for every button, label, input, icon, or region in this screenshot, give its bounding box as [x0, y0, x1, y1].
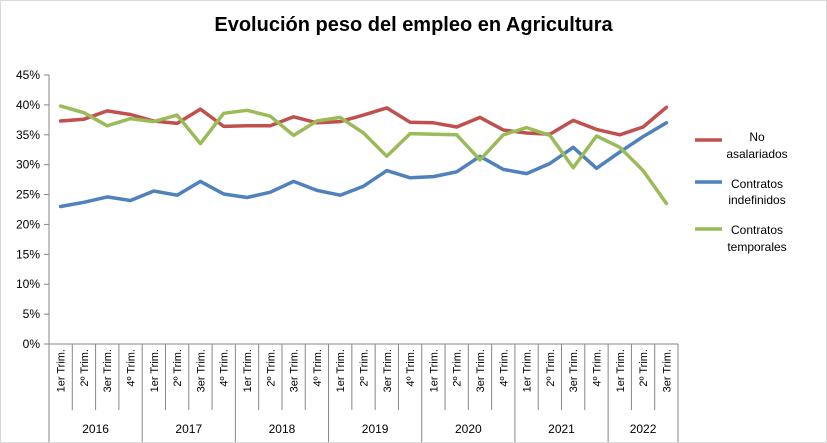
series-lines: [58, 104, 669, 209]
x-tick-label: 2º Trim.: [545, 349, 557, 387]
legend-label: indefinidos: [728, 193, 785, 207]
year-label: 2019: [362, 422, 389, 436]
legend-label: temporales: [727, 240, 786, 254]
legend-label: No: [749, 130, 765, 144]
year-label: 2017: [175, 422, 202, 436]
x-tick-label: 3er Trim.: [382, 349, 394, 392]
legend-label: Contratos: [731, 177, 783, 191]
y-tick-label: 35%: [16, 128, 40, 142]
year-label: 2022: [630, 422, 657, 436]
series-line: [58, 104, 669, 206]
year-label: 2018: [269, 422, 296, 436]
legend-label: Contratos: [731, 223, 783, 237]
x-tick-label: 2º Trim.: [452, 349, 464, 387]
year-label: 2021: [548, 422, 575, 436]
y-tick-labels: 0% 5% 10% 15% 20% 25% 30% 35% 40% 45%: [16, 68, 40, 351]
x-tick-label: 2º Trim.: [359, 349, 371, 387]
x-tick-label: 1er Trim.: [56, 349, 68, 392]
x-tick-label: 1er Trim.: [615, 349, 627, 392]
x-tick-label: 4º Trim.: [498, 349, 510, 387]
y-tick-label: 45%: [16, 68, 40, 82]
x-tick-label: 4º Trim.: [312, 349, 324, 387]
chart-title: Evolución peso del empleo en Agricultura: [214, 14, 613, 36]
series-line: [58, 105, 669, 137]
legend-label: asalariados: [726, 147, 787, 161]
x-tick-label: 3er Trim.: [475, 349, 487, 392]
legend: No asalariados Contratos indefinidos Contrat…: [695, 130, 788, 254]
x-tick-label: 1er Trim.: [428, 349, 440, 392]
x-tick-labels: 1er Trim. 2º Trim. 3er Trim. 4º Trim. 1er Tr…: [56, 349, 674, 392]
x-tick-label: 3er Trim.: [568, 349, 580, 392]
y-tick-label: 20%: [16, 217, 40, 231]
year-labels: 2016 2017 2018 2019 2020 2021 2022: [82, 422, 656, 436]
x-tick-label: 4º Trim.: [591, 349, 603, 387]
x-tick-label: 4º Trim.: [219, 349, 231, 387]
x-tick-label: 3er Trim.: [195, 349, 207, 392]
x-tick-label: 1er Trim.: [335, 349, 347, 392]
x-tick-label: 1er Trim.: [149, 349, 161, 392]
y-tick-label: 15%: [16, 247, 40, 261]
x-tick-label: 1er Trim.: [522, 349, 534, 392]
x-tick-label: 1er Trim.: [242, 349, 254, 392]
x-tick-label: 2º Trim.: [79, 349, 91, 387]
x-tick-label: 4º Trim.: [405, 349, 417, 387]
year-label: 2016: [82, 422, 109, 436]
y-tick-label: 10%: [16, 277, 40, 291]
y-tick-label: 0%: [23, 337, 41, 351]
y-tick-label: 25%: [16, 188, 40, 202]
y-tick-label: 30%: [16, 158, 40, 172]
y-tick-label: 40%: [16, 98, 40, 112]
year-label: 2020: [455, 422, 482, 436]
x-tick-label: 3er Trim.: [661, 349, 673, 392]
x-tick-label: 3er Trim.: [102, 349, 114, 392]
x-tick-label: 2º Trim.: [638, 349, 650, 387]
axes: [44, 74, 679, 442]
y-tick-label: 5%: [23, 307, 41, 321]
x-tick-label: 2º Trim.: [172, 349, 184, 387]
x-tick-label: 3er Trim.: [289, 349, 301, 392]
series-line: [58, 121, 669, 209]
x-tick-label: 2º Trim.: [265, 349, 277, 387]
x-tick-label: 4º Trim.: [126, 349, 138, 387]
